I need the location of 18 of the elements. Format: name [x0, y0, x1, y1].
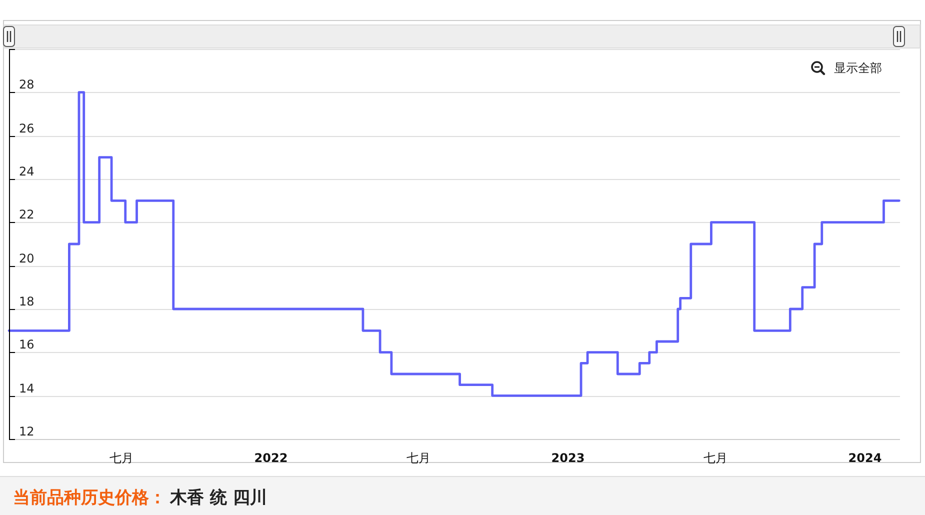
x-tick-label: 2022 [254, 451, 288, 465]
text: 木香 统 四川 [169, 488, 267, 508]
x-tick-label: 七月 [109, 451, 134, 465]
y-tick-label: 14 [19, 382, 34, 396]
text: 当前品种历史价格： [13, 488, 166, 508]
annotation: 显示全部 [834, 61, 882, 75]
y-tick-label: 26 [19, 122, 34, 136]
y-tick-label: 12 [19, 424, 34, 438]
y-tick-label: 18 [19, 294, 34, 308]
y-tick-label: 16 [19, 338, 34, 352]
y-tick-label: 22 [19, 208, 34, 222]
y-tick-label: 28 [19, 78, 34, 92]
x-tick-label: 七月 [406, 451, 430, 465]
x-tick-label: 七月 [703, 451, 728, 465]
y-tick-label: 24 [19, 164, 34, 178]
x-tick-label: 2024 [848, 451, 882, 465]
y-tick-label: 20 [19, 252, 34, 266]
x-tick-label: 2023 [551, 451, 585, 465]
